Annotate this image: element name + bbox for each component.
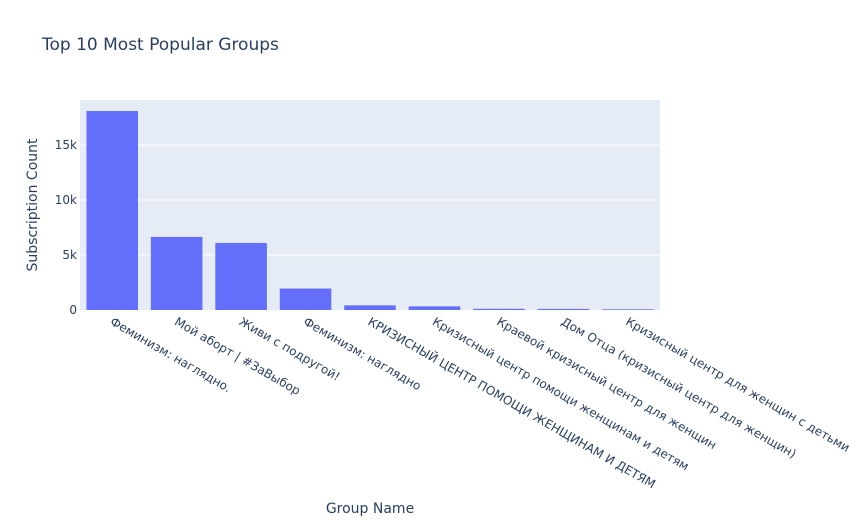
bars	[86, 110, 654, 310]
bar	[86, 110, 138, 310]
bar	[473, 308, 525, 310]
bar	[279, 288, 332, 310]
y-tick-label: 5k	[62, 248, 77, 262]
y-axis-ticks: 0 5k 10k 15k	[55, 138, 77, 317]
x-tick-label: Феминизм: наглядно.	[108, 314, 234, 395]
bar	[537, 308, 590, 310]
x-tick-label: Феминизм: наглядно	[301, 314, 424, 393]
x-axis-title: Group Name	[326, 501, 414, 517]
x-axis-ticks: Феминизм: наглядно.Мой аборт | #ЗаВыборЖ…	[108, 314, 853, 492]
bar	[215, 242, 267, 310]
y-tick-label: 15k	[55, 138, 77, 152]
bar	[408, 306, 461, 310]
bar	[344, 305, 396, 310]
x-tick-label: КРИЗИСНЫЙ ЦЕНТР ПОМОЩИ ЖЕНЩИНАМ И ДЕТЯМ	[366, 314, 659, 492]
y-axis-title: Subscription Count	[25, 138, 41, 272]
y-tick-label: 0	[69, 303, 77, 317]
x-tick-label: Кризисный центр для женщин с детьми	[623, 314, 852, 454]
x-tick-label: Дом Отца (кризисный центр для женщин)	[559, 314, 799, 461]
y-tick-label: 10k	[55, 193, 77, 207]
bar	[150, 236, 203, 310]
bar	[602, 309, 654, 310]
chart-title: Top 10 Most Popular Groups	[41, 35, 279, 55]
